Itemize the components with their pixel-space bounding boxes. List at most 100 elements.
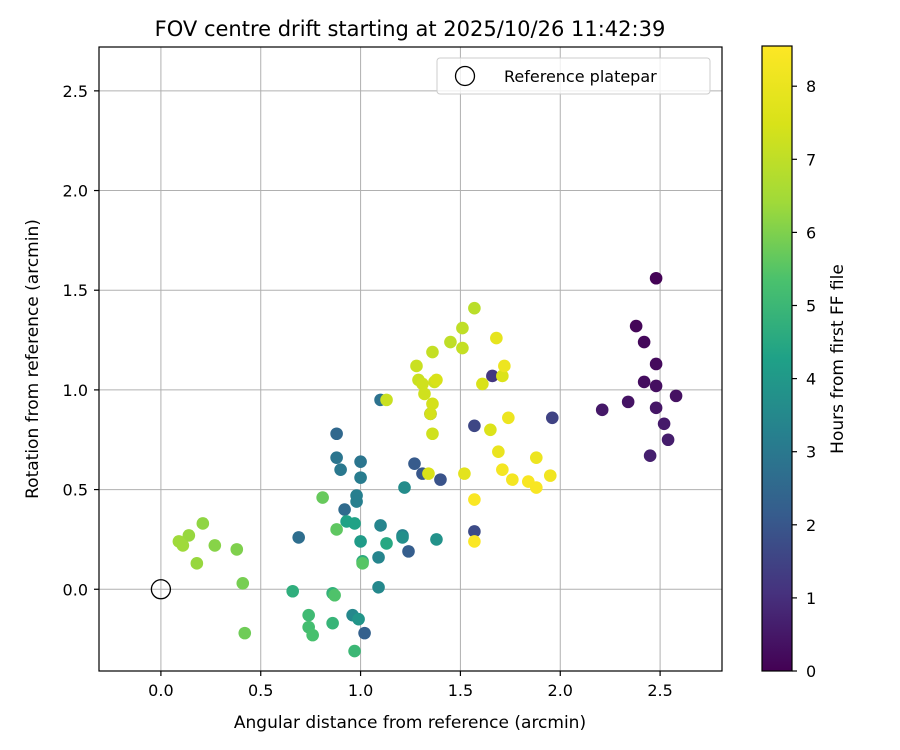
data-point	[354, 455, 367, 468]
data-point	[498, 359, 511, 373]
data-point	[380, 393, 393, 407]
plot-frame	[98, 46, 723, 672]
data-point	[182, 529, 196, 542]
data-point	[490, 331, 503, 345]
data-point	[208, 539, 222, 552]
x-axis-ticks: 0.0 0.5 1.0 1.5 2.0 2.5	[148, 671, 673, 700]
data-point	[458, 467, 471, 480]
data-point	[330, 427, 343, 441]
data-point	[380, 537, 393, 550]
colorbar-tick-label: 0	[806, 662, 816, 681]
data-point	[649, 379, 663, 393]
colorbar-tick-label: 5	[806, 297, 816, 316]
data-point	[468, 535, 481, 548]
data-point	[330, 451, 343, 464]
data-point	[426, 397, 439, 411]
x-tick-label: 0.5	[248, 681, 273, 700]
data-point	[424, 407, 437, 421]
data-point	[502, 411, 515, 425]
data-point	[348, 517, 361, 530]
data-point	[348, 644, 361, 658]
reference-platepar-marker	[150, 579, 172, 600]
data-point	[468, 493, 481, 506]
data-point	[669, 389, 683, 403]
colorbar-tick-label: 2	[806, 516, 816, 535]
data-point	[657, 417, 671, 431]
data-point	[372, 580, 385, 594]
data-point	[302, 608, 315, 622]
data-point	[456, 341, 469, 355]
colorbar-ticks: 0 1 2 3 4 5 6 7 8	[792, 77, 816, 681]
data-point	[330, 523, 343, 536]
x-tick-label: 2.0	[548, 681, 573, 700]
data-point	[422, 467, 435, 480]
data-point	[372, 551, 385, 564]
data-point	[418, 387, 431, 401]
data-point	[430, 373, 443, 387]
data-point	[416, 377, 429, 391]
legend: Reference platepar	[436, 57, 711, 95]
data-point	[196, 517, 210, 530]
data-point	[176, 539, 190, 552]
y-tick-label: 1.0	[63, 381, 88, 400]
data-point	[354, 535, 367, 548]
data-point	[468, 525, 481, 538]
data-point	[506, 473, 519, 486]
grid	[99, 47, 722, 671]
y-tick-label: 1.5	[63, 281, 88, 300]
data-point	[350, 495, 363, 508]
colorbar-gradient	[761, 45, 793, 672]
data-point	[529, 451, 543, 464]
x-tick-label: 1.5	[448, 681, 473, 700]
data-point	[649, 357, 663, 371]
legend-reference-marker	[454, 65, 476, 87]
colorbar: 0 1 2 3 4 5 6 7 8 Hours from first FF file	[761, 45, 848, 681]
colorbar-tick-label: 7	[806, 150, 816, 169]
data-point	[637, 335, 651, 349]
reference-marker-layer	[150, 579, 172, 600]
data-point	[661, 433, 675, 447]
data-point	[492, 445, 505, 459]
x-tick-label: 0.0	[148, 681, 173, 700]
data-point	[338, 503, 351, 516]
data-point	[637, 375, 651, 389]
data-point	[649, 271, 663, 285]
y-tick-label: 0.5	[63, 481, 88, 500]
data-point	[328, 588, 341, 602]
data-point	[408, 457, 421, 470]
data-points	[172, 271, 683, 658]
data-point	[426, 427, 439, 441]
data-point	[529, 481, 543, 494]
data-point	[629, 319, 643, 333]
data-point	[476, 377, 489, 391]
data-point	[190, 557, 204, 570]
colorbar-tick-label: 1	[806, 589, 816, 608]
data-point	[410, 359, 423, 373]
data-point	[643, 449, 657, 462]
data-point	[486, 369, 499, 383]
colorbar-label: Hours from first FF file	[828, 264, 848, 454]
data-point	[496, 463, 509, 476]
y-tick-label: 2.5	[63, 82, 88, 101]
data-point	[402, 545, 415, 558]
data-point	[398, 481, 411, 494]
data-point	[484, 423, 497, 437]
data-point	[286, 584, 299, 598]
chart-title: FOV centre drift starting at 2025/10/26 …	[155, 17, 666, 41]
data-point	[334, 463, 347, 476]
data-point	[545, 411, 559, 425]
data-point	[236, 576, 250, 590]
data-point	[230, 543, 244, 556]
colorbar-tick-label: 8	[806, 77, 816, 96]
data-point	[396, 531, 409, 544]
y-axis-label: Rotation from reference (arcmin)	[23, 219, 43, 499]
data-point	[292, 531, 305, 544]
colorbar-tick-label: 4	[806, 370, 816, 389]
data-point	[352, 612, 365, 626]
data-point	[430, 533, 443, 546]
data-point	[496, 369, 509, 383]
data-point	[238, 626, 252, 640]
data-point	[468, 419, 481, 433]
x-tick-label: 1.0	[348, 681, 373, 700]
